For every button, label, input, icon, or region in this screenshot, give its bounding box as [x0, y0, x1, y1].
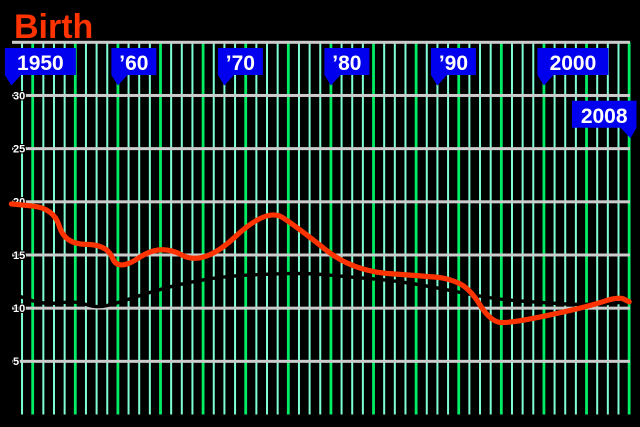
svg-text:2000: 2000: [550, 52, 597, 75]
svg-text:’90: ’90: [439, 52, 468, 75]
svg-text:25: 25: [13, 143, 25, 155]
svg-text:1950: 1950: [17, 52, 64, 75]
svg-text:5: 5: [13, 356, 19, 368]
svg-text:2008: 2008: [581, 105, 628, 128]
svg-text:10: 10: [13, 303, 25, 315]
svg-text:15: 15: [13, 250, 25, 262]
svg-text:’70: ’70: [226, 52, 255, 75]
svg-text:’60: ’60: [119, 52, 148, 75]
svg-text:30: 30: [13, 90, 25, 102]
svg-text:Birth: Birth: [14, 8, 93, 46]
svg-text:’80: ’80: [332, 52, 361, 75]
